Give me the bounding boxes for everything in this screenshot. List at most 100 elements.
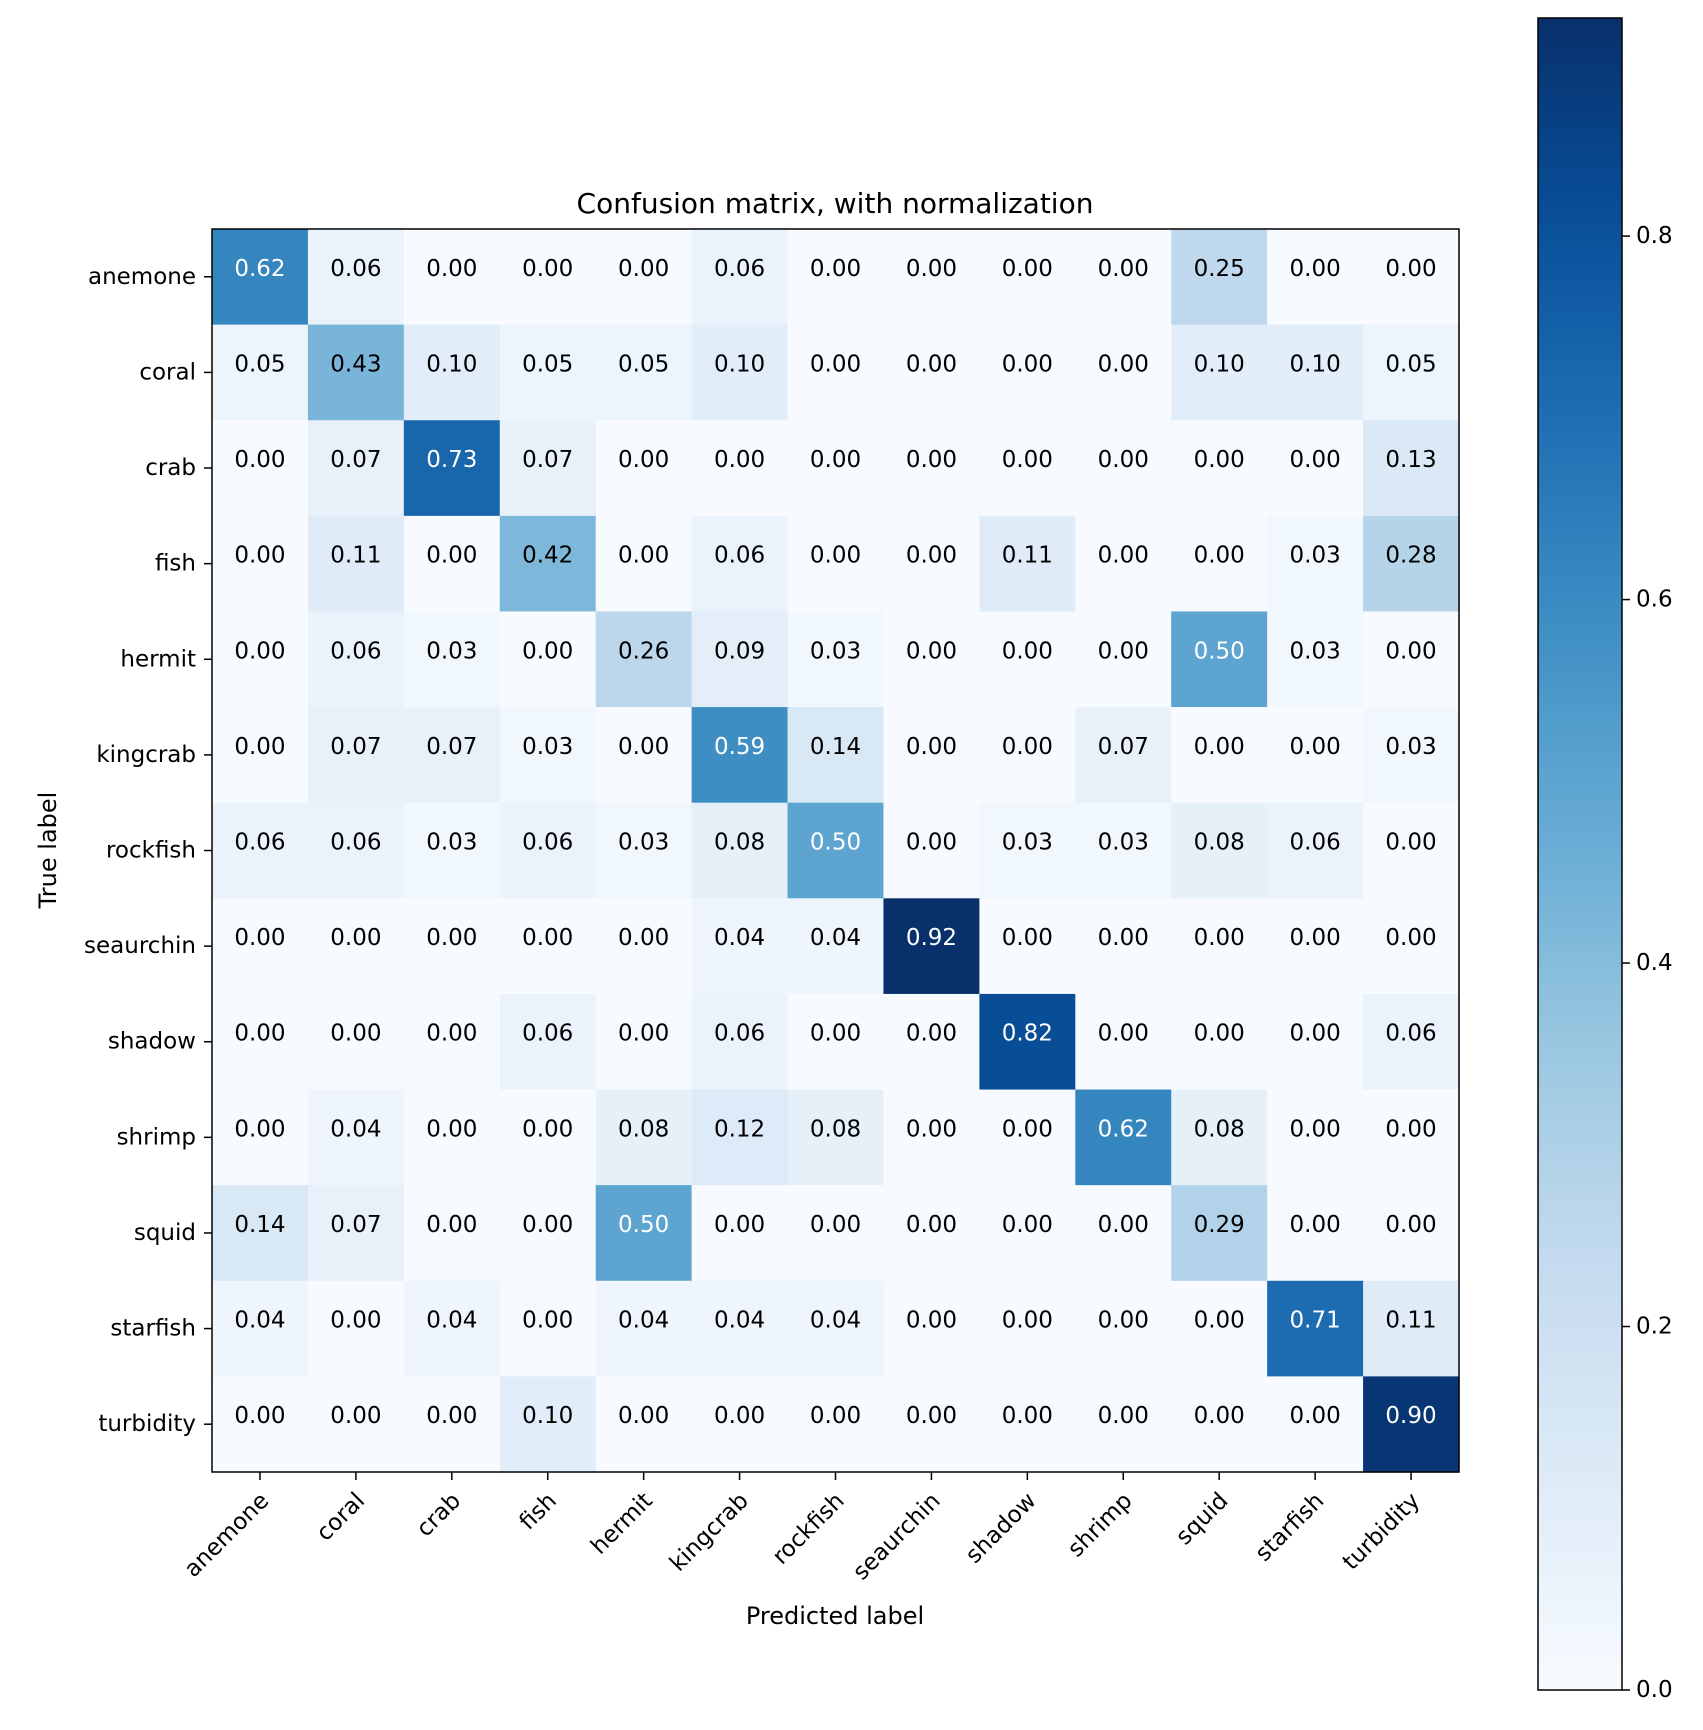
y-axis-ticks: anemone coral crab fish hermit kingcrab rockfi… [84,264,212,1437]
heatmap-cell [1363,420,1460,517]
cell-value-label: 0.00 [522,256,573,282]
heatmap-cell [499,324,597,421]
heatmap-cell [499,1376,597,1473]
heatmap-cell [883,611,980,708]
colorbar-tick-label: 0.2 [1636,1314,1673,1340]
cell-value-label: 0.26 [618,638,669,664]
y-tick-label: crab [145,455,196,481]
cell-value-label: 0.06 [1385,1021,1436,1047]
heatmap-cell [1075,515,1172,613]
heatmap-cell [499,707,597,804]
cell-value-label: 0.03 [426,830,477,856]
cell-value-label: 0.06 [234,830,285,856]
heatmap-cell [307,802,405,899]
y-tick-label: squid [134,1220,196,1246]
cell-value-label: 0.00 [234,543,285,569]
x-tick-label: crab [412,1488,466,1542]
x-tick-label: starfish [1250,1488,1329,1567]
heatmap-cell [1363,993,1460,1091]
heatmap-cell [883,898,980,995]
cell-value-label: 0.06 [330,830,381,856]
cell-value-label: 0.03 [1098,830,1149,856]
heatmap-cell [1171,802,1268,899]
cell-value-label: 0.00 [1098,1403,1149,1429]
heatmap-cell [212,1376,309,1473]
heatmap-cell [1267,229,1364,326]
cell-value-label: 0.00 [1290,734,1341,760]
heatmap-cell [595,611,693,708]
cell-value-label: 0.00 [1098,1021,1149,1047]
heatmap-cell [1363,229,1460,326]
cell-value-label: 0.04 [330,1116,381,1142]
heatmap-cell [883,707,980,804]
y-tick-label: hermit [120,646,196,672]
colorbar-tick-label: 0.4 [1636,950,1673,976]
cell-value-label: 0.00 [714,447,765,473]
cell-value-label: 0.00 [810,256,861,282]
cell-value-label: 0.50 [1194,638,1245,664]
heatmap-cell [499,515,597,613]
cell-value-label: 0.03 [1290,638,1341,664]
cell-value-label: 0.00 [426,925,477,951]
heatmap-cell [1267,611,1364,708]
heatmap-cell [499,993,597,1091]
heatmap-cell [595,324,693,421]
cell-value-label: 0.73 [426,447,477,473]
cell-value-label: 0.00 [1290,1403,1341,1429]
heatmap-cell [1075,229,1172,326]
cell-value-label: 0.07 [330,447,381,473]
chart-title: Confusion matrix, with normalization [577,187,1094,220]
heatmap-cell [883,1280,980,1377]
heatmap-cell [499,802,597,899]
heatmap-cell [595,1089,693,1186]
heatmap-cell [595,993,693,1091]
heatmap-cell [403,229,501,326]
heatmap-cell [691,1376,789,1473]
heatmap-cell [1267,1089,1364,1186]
heatmap-cell [307,611,405,708]
y-tick-label: shadow [108,1029,196,1055]
cell-value-label: 0.00 [906,1021,957,1047]
heatmap-cell [1075,611,1172,708]
heatmap-cell [1075,1089,1172,1186]
heatmap-cell [883,515,980,613]
cell-value-label: 0.06 [522,830,573,856]
cell-value-label: 0.00 [522,925,573,951]
heatmap-cell [1267,1376,1364,1473]
cell-value-label: 0.14 [810,734,861,760]
cell-value-label: 0.00 [810,1403,861,1429]
cell-value-label: 0.00 [234,1021,285,1047]
heatmap-cell [307,1185,405,1282]
cell-value-label: 0.04 [618,1308,669,1334]
heatmap-cell [1363,515,1460,613]
heatmap-cell [595,420,693,517]
cell-value-label: 0.00 [426,1116,477,1142]
cell-value-label: 0.06 [330,256,381,282]
cell-value-label: 0.00 [618,543,669,569]
cell-value-label: 0.50 [618,1212,669,1238]
heatmap-cell [403,1376,501,1473]
cell-value-label: 0.00 [906,1403,957,1429]
cell-value-label: 0.00 [1385,256,1436,282]
cell-value-label: 0.08 [618,1116,669,1142]
heatmap-cell [1075,420,1172,517]
cell-value-label: 0.00 [1098,351,1149,377]
heatmap-cell [1363,1185,1460,1282]
heatmap-cell [787,1185,885,1282]
heatmap-cell [691,1280,789,1377]
heatmap-cell [883,993,980,1091]
heatmap-cell [691,515,789,613]
cell-value-label: 0.28 [1385,543,1436,569]
heatmap-cell [499,229,597,326]
cell-value-label: 0.00 [1290,256,1341,282]
heatmap-cell [787,1376,885,1473]
cell-value-label: 0.00 [1002,447,1053,473]
cell-value-label: 0.00 [714,1403,765,1429]
cell-value-label: 0.10 [1290,351,1341,377]
cell-value-label: 0.10 [522,1403,573,1429]
heatmap-cell [979,707,1076,804]
heatmap-cell [979,1185,1076,1282]
cell-value-label: 0.00 [522,1212,573,1238]
cell-value-label: 0.00 [1290,1021,1341,1047]
x-axis-label: Predicted label [746,1602,924,1630]
